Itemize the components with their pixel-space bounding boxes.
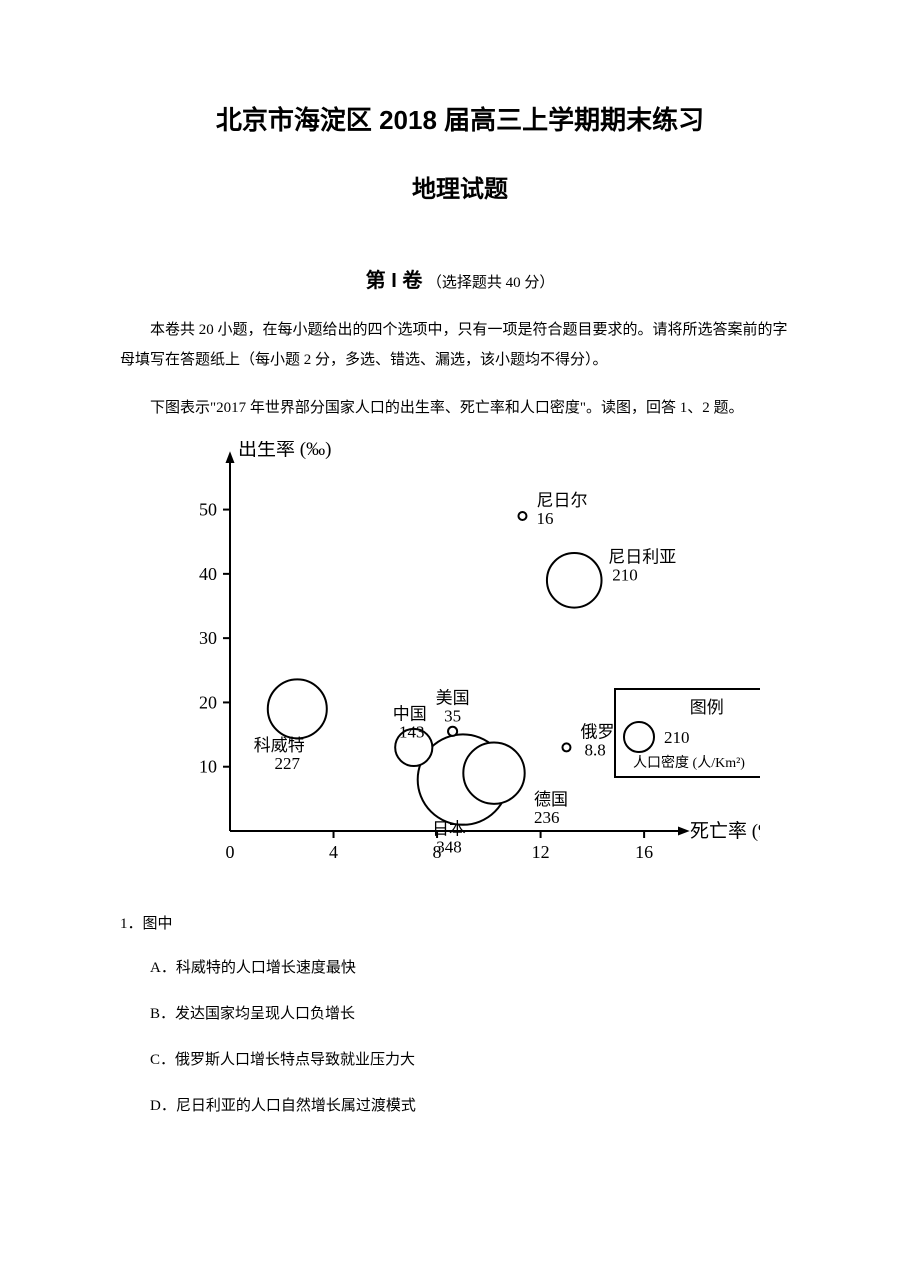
svg-text:日本: 日本	[432, 820, 466, 839]
option-key: B．	[150, 1006, 175, 1022]
page-title: 北京市海淀区 2018 届高三上学期期末练习	[120, 100, 800, 137]
svg-text:210: 210	[612, 565, 638, 584]
svg-text:10: 10	[199, 757, 217, 777]
svg-text:20: 20	[199, 692, 217, 712]
instructions-paragraph: 本卷共 20 小题，在每小题给出的四个选项中，只有一项是符合题目要求的。请将所选…	[120, 315, 800, 375]
section-header: 第 I 卷 （选择题共 40 分）	[120, 264, 800, 293]
svg-text:中国: 中国	[393, 704, 427, 723]
svg-text:死亡率 (‰): 死亡率 (‰)	[690, 820, 760, 842]
svg-text:12: 12	[532, 842, 550, 862]
question-number: 1．	[120, 916, 143, 932]
question-stem: 1．图中	[120, 909, 800, 939]
svg-text:出生率 (‰): 出生率 (‰)	[238, 441, 331, 460]
option-b: B．发达国家均呈现人口负增长	[120, 999, 800, 1029]
option-text: 发达国家均呈现人口负增长	[175, 1006, 355, 1022]
svg-text:德国: 德国	[534, 790, 568, 809]
figure-prompt: 下图表示"2017 年世界部分国家人口的出生率、死亡率和人口密度"。读图，回答 …	[120, 393, 800, 423]
svg-text:40: 40	[199, 564, 217, 584]
svg-text:美国: 美国	[436, 688, 470, 707]
svg-text:4: 4	[329, 842, 338, 862]
option-c: C．俄罗斯人口增长特点导致就业压力大	[120, 1045, 800, 1075]
svg-text:30: 30	[199, 628, 217, 648]
option-key: D．	[150, 1098, 176, 1114]
option-a: A．科威特的人口增长速度最快	[120, 953, 800, 983]
svg-text:227: 227	[275, 754, 301, 773]
svg-text:210: 210	[664, 728, 690, 747]
svg-text:科威特: 科威特	[254, 736, 305, 755]
section-note: （选择题共 40 分）	[427, 275, 555, 291]
bubble-chart: 04812161020304050出生率 (‰)死亡率 (‰)尼日尔16尼日利亚…	[150, 441, 800, 881]
svg-text:143: 143	[399, 722, 425, 741]
svg-text:尼日利亚: 尼日利亚	[608, 547, 676, 566]
section-label: 第 I 卷	[366, 270, 423, 292]
svg-text:8.8: 8.8	[584, 740, 605, 759]
option-d: D．尼日利亚的人口自然增长属过渡模式	[120, 1091, 800, 1121]
page-subtitle: 地理试题	[120, 169, 800, 204]
svg-text:16: 16	[635, 842, 653, 862]
svg-text:236: 236	[534, 808, 560, 827]
svg-text:35: 35	[444, 706, 461, 725]
option-key: C．	[150, 1052, 175, 1068]
svg-text:348: 348	[436, 838, 462, 857]
svg-text:人口密度 (人/Km²): 人口密度 (人/Km²)	[633, 754, 745, 771]
option-text: 科威特的人口增长速度最快	[176, 960, 356, 976]
svg-text:0: 0	[226, 842, 235, 862]
question-text: 图中	[143, 916, 173, 932]
option-text: 尼日利亚的人口自然增长属过渡模式	[176, 1098, 416, 1114]
svg-text:图例: 图例	[690, 698, 724, 717]
svg-text:16: 16	[536, 509, 553, 528]
chart-svg: 04812161020304050出生率 (‰)死亡率 (‰)尼日尔16尼日利亚…	[150, 441, 760, 881]
svg-text:50: 50	[199, 500, 217, 520]
option-text: 俄罗斯人口增长特点导致就业压力大	[175, 1052, 415, 1068]
svg-text:尼日尔: 尼日尔	[536, 491, 587, 510]
option-key: A．	[150, 960, 176, 976]
